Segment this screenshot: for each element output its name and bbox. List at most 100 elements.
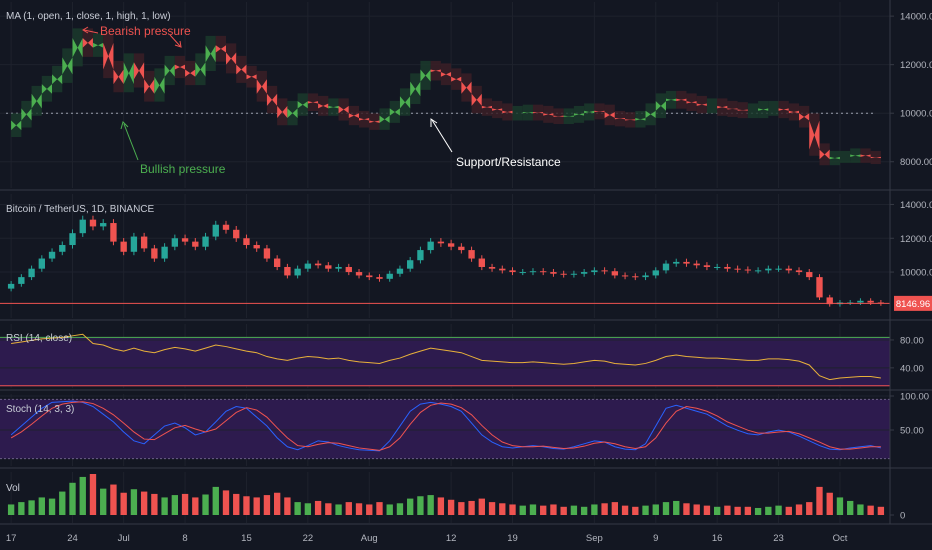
volume-bar <box>509 504 516 515</box>
candle-body <box>181 238 189 242</box>
volume-bar <box>427 495 434 515</box>
candle-body <box>437 241 445 244</box>
volume-bar <box>693 504 700 515</box>
rsi-pane[interactable]: 40.00 80.00 <box>0 324 924 388</box>
volume-bar <box>263 495 271 515</box>
candle-body <box>263 248 271 259</box>
ma-ribbon-segment <box>758 108 769 111</box>
volume-bar <box>171 495 179 515</box>
ma-ribbon-segment <box>62 57 73 75</box>
volume-pane[interactable]: 0 <box>7 472 905 523</box>
volume-bar <box>140 491 148 515</box>
ma-envelope <box>604 104 615 126</box>
candle-body <box>703 265 711 267</box>
ma-envelope <box>747 103 759 119</box>
volume-bar <box>447 499 455 515</box>
ma-envelope <box>573 105 585 123</box>
volume-bar <box>28 500 35 515</box>
ma-envelope <box>645 103 656 126</box>
volume-bar <box>273 492 281 515</box>
time-axis-label: 9 <box>653 533 658 544</box>
volume-bar <box>304 503 312 515</box>
time-axis[interactable]: 17 24 Jul 8 15 22 Aug 12 19 Sep 9 16 23 Oct <box>6 533 848 544</box>
candle-body <box>18 277 25 284</box>
ma-ribbon-segment <box>451 76 462 82</box>
volume-bar <box>458 502 465 515</box>
volume-bar <box>867 505 874 515</box>
ma-ribbon-segment <box>82 37 93 48</box>
volume-bar <box>151 493 158 515</box>
volume-bar <box>161 497 168 515</box>
candle-body <box>120 241 127 252</box>
volume-bar <box>233 493 240 515</box>
stoch-pane[interactable]: 50.00 100.00 <box>0 392 929 467</box>
ma-envelope <box>676 90 687 109</box>
candle-body <box>683 261 690 264</box>
ma-envelope <box>410 73 421 105</box>
volume-bar <box>468 500 475 515</box>
ma-ribbon-segment <box>850 154 861 157</box>
ma-ribbon-segment <box>103 42 114 70</box>
ma-ribbon-segment <box>666 98 677 102</box>
ma-envelope <box>205 35 216 72</box>
ma-envelope <box>829 150 840 166</box>
volume-bar <box>488 502 496 515</box>
candle-body <box>570 273 578 275</box>
ma-ribbon-segment <box>185 69 196 77</box>
ma-envelope <box>799 105 810 128</box>
ma-envelope <box>62 48 73 83</box>
ma-envelope <box>72 28 83 67</box>
ma-envelope <box>41 75 53 102</box>
volume-bar <box>407 498 414 515</box>
volume-bar <box>366 504 373 515</box>
time-axis-label: 24 <box>67 533 78 544</box>
volume-bar <box>38 497 45 515</box>
ma-ribbon-segment <box>236 64 247 75</box>
volume-bar <box>79 476 86 515</box>
volume-bar <box>591 504 598 515</box>
volume-bar <box>48 498 56 515</box>
ma-envelope <box>297 93 308 116</box>
volume-bar <box>877 506 885 515</box>
time-axis-label: 15 <box>241 533 252 544</box>
candle-body <box>222 224 230 230</box>
volume-bar <box>519 505 526 515</box>
volume-bar <box>570 505 578 515</box>
candle-body <box>591 270 598 273</box>
ma-ribbon-segment <box>696 103 707 106</box>
volume-bar <box>345 502 352 515</box>
price-pane[interactable]: 10000.00 12000.00 14000.00 <box>0 194 932 318</box>
ma-ribbon-segment <box>144 79 155 94</box>
time-axis-label: Aug <box>361 533 378 544</box>
stoch-band-fill <box>0 399 890 459</box>
candle-body <box>417 250 424 261</box>
ma-envelope <box>696 95 707 114</box>
bullish-pressure-annotation: Bullish pressure <box>140 162 226 176</box>
candle-body <box>161 246 168 259</box>
ma-envelope <box>788 103 800 121</box>
candle-body <box>673 261 680 264</box>
ma-ribbon-segment <box>860 154 871 157</box>
ma-ribbon-segment <box>195 62 206 77</box>
volume-bar <box>713 506 721 515</box>
ma-pane[interactable]: 8000.00 10000.00 12000.00 14000.00 <box>0 2 932 188</box>
ma-ribbon-segment <box>113 69 124 85</box>
candle-body <box>478 258 485 267</box>
candle-body <box>785 268 792 271</box>
candle-body <box>202 236 209 247</box>
ma-ribbon-segment <box>563 115 574 117</box>
bearish-pressure-annotation: Bearish pressure <box>100 24 191 38</box>
candle-body <box>366 275 373 278</box>
ma-envelope <box>512 105 523 121</box>
candle-body <box>611 271 619 276</box>
candle-body <box>376 277 383 279</box>
ma-envelope <box>717 98 728 116</box>
volume-bar <box>325 503 332 515</box>
volume-bar <box>836 497 844 515</box>
volume-bar <box>560 506 567 515</box>
volume-bar <box>192 497 199 515</box>
candle-body <box>488 266 496 269</box>
candle-body <box>509 270 516 273</box>
ma-envelope <box>307 93 319 112</box>
